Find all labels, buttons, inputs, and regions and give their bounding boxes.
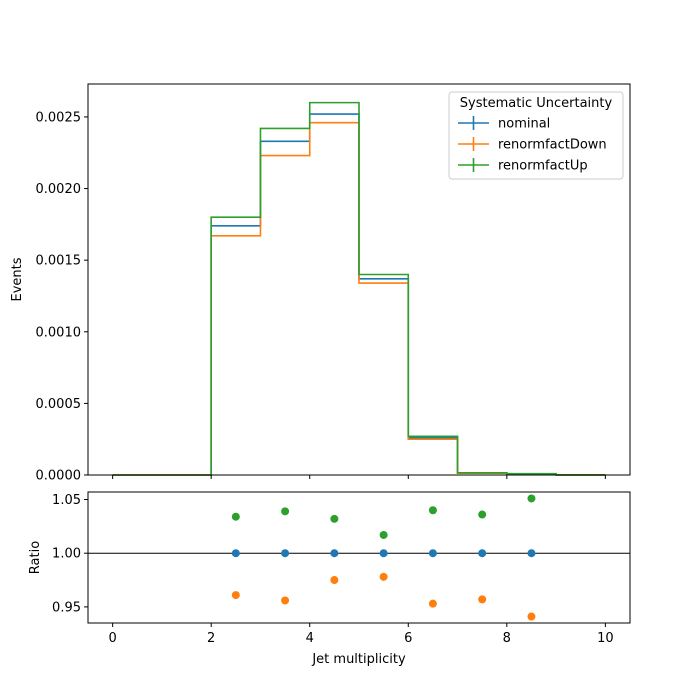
legend: Systematic Uncertainty nominal renormfact… (448, 91, 624, 180)
ratio-point-renormfactup (478, 510, 487, 519)
x-axis-label: Jet multiplicity (311, 652, 406, 667)
ratio-y-axis-label: Ratio (28, 541, 43, 574)
legend-label-nominal: nominal (498, 117, 550, 132)
ratio-point-nominal (281, 549, 290, 558)
ratio-point-renormfactdown (527, 612, 536, 621)
ratio-axes-frame (87, 491, 631, 624)
y-tick-label: 0.95 (52, 600, 81, 615)
ratio-point-renormfactdown (379, 572, 388, 581)
histogram-series-group (112, 101, 606, 476)
ratio-point-renormfactup (428, 506, 437, 515)
y-tick-label: 0.0010 (36, 325, 82, 340)
histogram-step-renormfactup (112, 101, 606, 476)
ratio-point-nominal (231, 549, 240, 558)
ratio-point-renormfactup (231, 512, 240, 521)
x-tick-label: 4 (306, 631, 314, 646)
y-tick-label: 0.0005 (36, 397, 82, 412)
ratio-point-renormfactup (527, 494, 536, 503)
histogram-panel: 0.0000 0.0005 0.0010 0.0015 0.0020 0.0025 Eve… (10, 83, 631, 484)
ratio-point-renormfactdown (281, 596, 290, 605)
legend-frame (448, 91, 624, 180)
y-tick-label: 0.0020 (36, 182, 82, 197)
ratio-point-nominal (379, 549, 388, 558)
legend-label-renormfactdown: renormfactDown (498, 138, 607, 153)
ratio-point-renormfactup (330, 514, 339, 523)
histogram-y-ticks: 0.0000 0.0005 0.0010 0.0015 0.0020 0.0025 (36, 110, 88, 484)
ratio-point-nominal (428, 549, 437, 558)
ratio-point-nominal (478, 549, 487, 558)
ratio-point-nominal (527, 549, 536, 558)
x-tick-label: 0 (108, 631, 116, 646)
legend-label-renormfactup: renormfactUp (498, 159, 588, 174)
ratio-point-renormfactdown (478, 595, 487, 604)
x-tick-label: 8 (503, 631, 511, 646)
ratio-point-renormfactup (281, 507, 290, 516)
ratio-point-renormfactdown (428, 599, 437, 608)
legend-entries: nominal renormfactDown renormfactUp (458, 116, 607, 174)
histogram-axes-frame (87, 83, 631, 476)
histogram-y-axis-label: Events (10, 257, 25, 301)
y-tick-label: 0.0015 (36, 254, 82, 269)
x-tick-label: 2 (207, 631, 215, 646)
ratio-panel: 0.95 1.00 1.05 0 2 4 6 8 10 Ratio Jet multiplic… (28, 491, 631, 667)
ratio-x-ticks: 0 2 4 6 8 10 (108, 623, 614, 646)
ratio-point-nominal (330, 549, 339, 558)
y-tick-label: 1.00 (52, 547, 81, 562)
ratio-y-ticks: 0.95 1.00 1.05 (52, 493, 88, 615)
ratio-point-renormfactdown (330, 576, 339, 585)
ratio-series-group (231, 494, 536, 621)
x-tick-label: 10 (597, 631, 614, 646)
y-tick-label: 0.0000 (36, 469, 82, 484)
ratio-point-renormfactup (379, 530, 388, 539)
y-tick-label: 0.0025 (36, 110, 82, 125)
legend-title: Systematic Uncertainty (460, 96, 613, 111)
histogram-x-ticks (112, 475, 606, 479)
x-tick-label: 6 (404, 631, 412, 646)
y-tick-label: 1.05 (52, 493, 81, 508)
ratio-point-renormfactdown (231, 591, 240, 600)
